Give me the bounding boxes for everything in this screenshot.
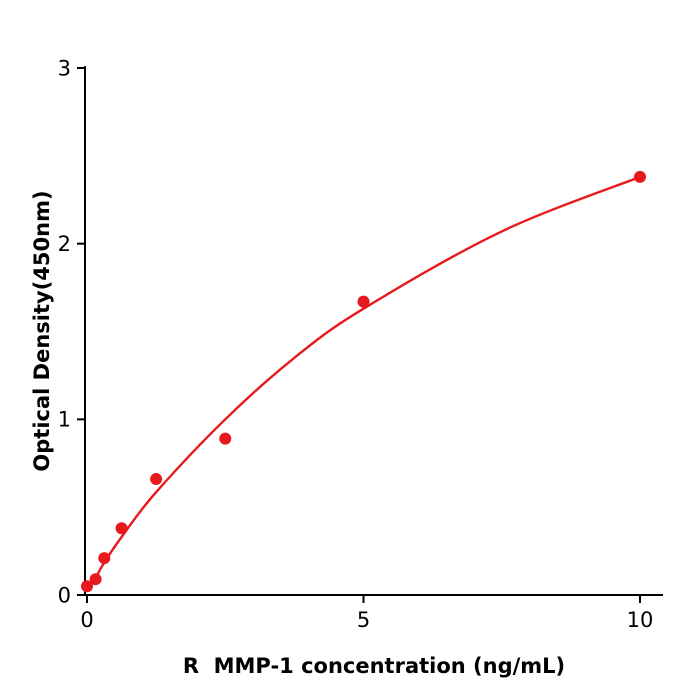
y-axis-tick-label: 0 bbox=[58, 583, 71, 607]
data-point bbox=[115, 522, 128, 535]
x-axis-tick-label: 5 bbox=[357, 608, 370, 632]
data-point bbox=[634, 170, 646, 183]
data-point bbox=[98, 552, 111, 565]
x-axis-tick-label: 0 bbox=[80, 608, 93, 632]
y-axis-tick-label: 2 bbox=[58, 232, 71, 256]
y-axis-tick-label: 3 bbox=[58, 56, 71, 80]
data-point bbox=[81, 580, 93, 593]
x-axis-tick-label: 10 bbox=[627, 608, 654, 632]
x-axis-title: R MMP-1 concentration (ng/mL) bbox=[182, 654, 566, 678]
fit-curve bbox=[86, 175, 641, 591]
y-axis-title: Optical Density(450nm) bbox=[30, 190, 54, 472]
y-axis-tick-label: 1 bbox=[58, 408, 71, 432]
data-point bbox=[89, 573, 102, 586]
data-point bbox=[357, 295, 370, 308]
data-point bbox=[219, 432, 232, 445]
data-point bbox=[150, 473, 163, 486]
